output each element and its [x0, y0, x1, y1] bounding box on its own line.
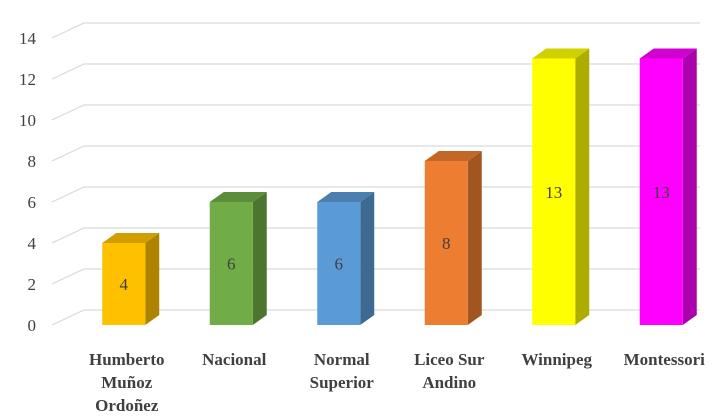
bar-value-label: 4: [120, 275, 129, 294]
y-axis-ticks: 0 2 4 6 8 10 12 14: [19, 29, 37, 335]
y-tick-label: 2: [28, 275, 37, 294]
y-tick-label: 6: [28, 193, 37, 212]
bar-value-label: 6: [227, 255, 236, 274]
y-tick-label: 14: [19, 29, 37, 48]
bar-front: [317, 202, 361, 325]
bar-top: [317, 192, 375, 202]
bar-side: [467, 151, 482, 325]
y-tick-label: 12: [19, 70, 36, 89]
bar-value-label: 8: [442, 234, 451, 253]
bar-top: [102, 233, 160, 243]
bar-front: [209, 202, 253, 325]
bar-side: [360, 192, 375, 325]
bar-top: [209, 192, 267, 202]
y-tick-label: 0: [28, 316, 37, 335]
x-category-label: Montessori: [624, 350, 705, 369]
bar-top: [532, 48, 590, 59]
y-tick-label: 8: [28, 152, 37, 171]
x-category-label: Normal Superior: [310, 350, 375, 392]
bar: [102, 233, 160, 325]
gridline: [51, 145, 700, 162]
bar-front: [102, 243, 146, 325]
bars: 4 6 6 8 13 13: [102, 48, 697, 325]
gridline: [51, 63, 700, 80]
x-category-label: Liceo Sur Andino: [414, 350, 485, 392]
gridline: [51, 227, 700, 244]
bar: [424, 151, 482, 325]
x-category-label: Humberto Muñoz Ordoñez: [89, 350, 165, 415]
bar-side: [145, 233, 160, 325]
gridlines: [51, 22, 700, 326]
gridline: [51, 309, 700, 326]
y-tick-label: 4: [28, 234, 37, 253]
bar-value-label: 13: [653, 183, 670, 202]
gridline: [51, 22, 700, 39]
bar-front: [424, 161, 468, 325]
bar-side: [575, 48, 590, 325]
bar-value-label: 6: [335, 255, 344, 274]
bar-top: [639, 48, 697, 59]
gridline: [51, 104, 700, 121]
bar-front: [639, 58, 683, 325]
bar-side: [682, 48, 697, 325]
x-axis-labels: Humberto Muñoz Ordoñez Nacional Normal Superi…: [89, 350, 705, 415]
bar-front: [532, 58, 576, 325]
bar: [209, 192, 267, 325]
gridline: [51, 186, 700, 203]
bar-value-label: 13: [545, 183, 562, 202]
x-category-label: Nacional: [202, 350, 267, 369]
x-category-label: Winnipeg: [521, 350, 592, 369]
bar: [317, 192, 375, 325]
bar-side: [252, 192, 267, 325]
bar: [532, 48, 590, 325]
y-tick-label: 10: [19, 111, 36, 130]
bar-top: [424, 151, 482, 161]
bar: [639, 48, 697, 325]
gridline: [51, 268, 700, 285]
